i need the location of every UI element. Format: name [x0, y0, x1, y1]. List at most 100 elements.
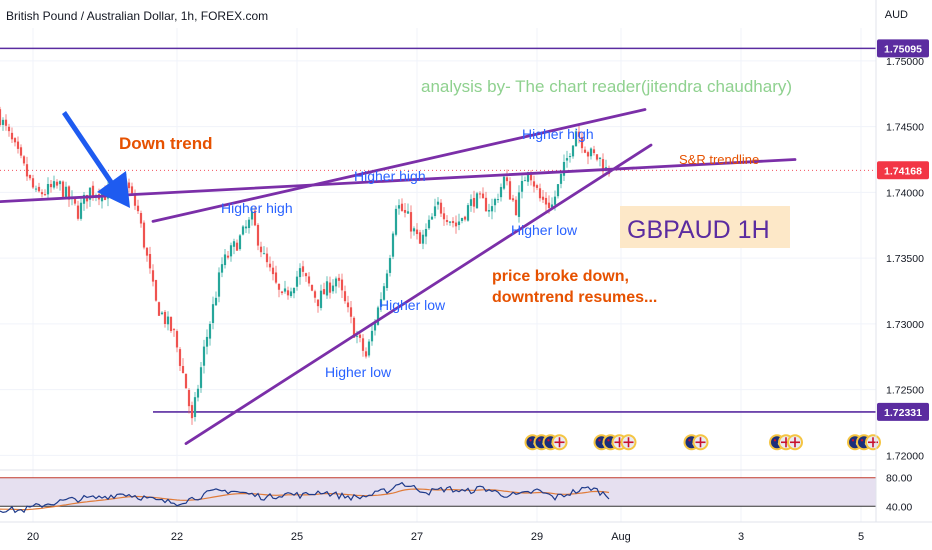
candle-body — [535, 185, 539, 188]
uk-flag-icon[interactable] — [551, 434, 568, 451]
rsi-tick-label: 40.00 — [886, 501, 912, 513]
candle-body — [529, 173, 533, 181]
candle-body — [457, 221, 461, 226]
candle-body — [256, 224, 260, 246]
time-tick-label: Aug — [611, 531, 631, 543]
rsi-ma-line — [0, 488, 610, 511]
candle-body — [250, 211, 254, 220]
candle-body — [595, 154, 599, 160]
time-tick-label: 5 — [858, 531, 864, 543]
symbol-title: British Pound / Australian Dollar, 1h, F… — [6, 9, 269, 23]
candle-body — [229, 245, 233, 257]
candle-body — [406, 211, 410, 214]
price-tick-label: 1.74000 — [886, 187, 924, 199]
title-label: GBPAUD 1H — [627, 216, 770, 244]
candle-body — [172, 329, 176, 331]
candle-body — [580, 137, 584, 149]
candle-body — [598, 157, 602, 159]
candle-body — [403, 209, 407, 213]
uk-flag-icon[interactable] — [865, 434, 881, 451]
candles-layer — [0, 106, 611, 425]
grid-layer — [0, 28, 876, 522]
candle-body — [487, 209, 491, 212]
candle-body — [565, 158, 569, 161]
candle-body — [232, 241, 236, 247]
candle-body — [556, 184, 560, 197]
au-flag-jack — [538, 439, 541, 442]
annotations-layer: analysis by- The chart reader(jitendra c… — [119, 77, 792, 380]
candle-body — [283, 288, 287, 292]
candle-body — [82, 194, 86, 204]
candle-body — [550, 204, 554, 208]
candle-body — [451, 221, 455, 224]
price-broke-label-1: price broke down, — [492, 268, 629, 285]
candle-body — [469, 199, 473, 206]
candle-body — [418, 232, 422, 244]
uk-flag-icon[interactable] — [692, 434, 709, 451]
candle-body — [427, 219, 431, 229]
candle-body — [388, 258, 392, 273]
candle-body — [442, 213, 446, 220]
title-label-box — [620, 206, 790, 248]
candle-body — [349, 307, 353, 317]
candle-body — [436, 201, 440, 205]
candle-body — [397, 205, 401, 209]
candle-body — [496, 199, 500, 201]
candle-body — [574, 131, 578, 147]
candle-body — [445, 220, 449, 222]
price-tick-label: 1.74500 — [886, 122, 924, 134]
candle-body — [562, 161, 566, 176]
time-tick-label: 22 — [171, 531, 183, 543]
candle-body — [190, 405, 194, 419]
candle-body — [544, 197, 548, 205]
candle-body — [391, 233, 395, 257]
candle-body — [541, 196, 545, 200]
candle-body — [151, 270, 155, 282]
candle-body — [199, 367, 203, 388]
au-flag-jack — [773, 439, 777, 442]
candle-body — [433, 206, 437, 217]
candle-body — [31, 178, 35, 188]
candle-body — [475, 193, 479, 209]
candle-body — [274, 272, 278, 283]
candle-body — [286, 290, 290, 296]
candle-body — [166, 316, 170, 325]
candle-body — [337, 277, 341, 281]
candle-body — [454, 222, 458, 227]
candle-body — [235, 242, 239, 251]
candle-body — [514, 199, 518, 216]
candle-body — [325, 281, 329, 296]
candle-body — [163, 311, 167, 325]
event-markers-layer[interactable] — [524, 434, 882, 451]
candle-body — [313, 291, 317, 298]
uk-flag-icon[interactable] — [787, 434, 803, 451]
candle-body — [601, 159, 605, 172]
candle-body — [49, 183, 53, 188]
candle-body — [139, 213, 143, 224]
candle-body — [64, 186, 68, 198]
candle-body — [415, 229, 419, 235]
higher-low-mid-label: Higher low — [379, 297, 446, 313]
candle-body — [244, 226, 248, 229]
price-tag-label: 1.74168 — [884, 165, 922, 177]
candle-body — [238, 235, 242, 250]
candle-body — [310, 284, 314, 291]
candle-body — [43, 194, 47, 196]
candle-body — [400, 203, 404, 211]
time-tick-label: 29 — [531, 531, 543, 543]
price-tick-label: 1.72000 — [886, 450, 924, 462]
candle-body — [526, 172, 530, 182]
uk-flag-icon[interactable] — [620, 434, 637, 451]
higher-high-mid-label: Higher high — [354, 168, 426, 184]
candle-body — [154, 280, 158, 301]
candle-body — [583, 149, 587, 153]
candle-body — [73, 198, 77, 204]
candle-body — [466, 205, 470, 221]
candle-body — [463, 216, 467, 220]
arrow-head-icon — [97, 171, 130, 208]
arrow-shaft-icon — [62, 111, 114, 185]
upper-channel — [151, 108, 647, 223]
candle-body — [55, 181, 59, 186]
time-tick-label: 3 — [738, 531, 744, 543]
